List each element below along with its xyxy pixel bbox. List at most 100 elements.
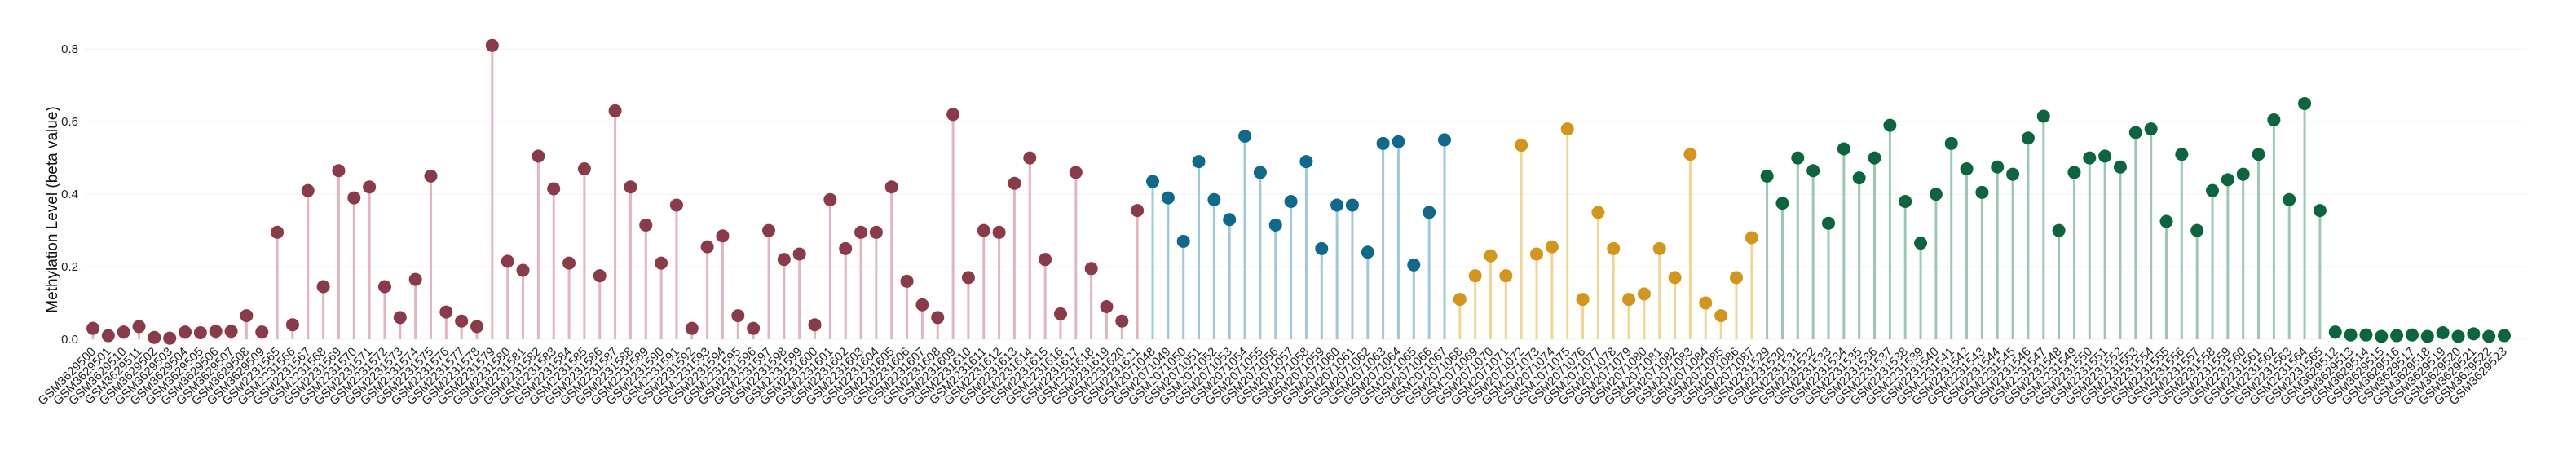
data-point (1345, 198, 1359, 212)
data-point (1023, 151, 1037, 165)
data-point (961, 271, 975, 285)
data-point (1668, 271, 1682, 285)
data-point (1914, 236, 1928, 250)
data-point (593, 269, 607, 283)
data-point (1084, 262, 1098, 276)
y-axis-title: Methylation Level (beta value) (44, 106, 61, 312)
data-point (224, 325, 238, 338)
data-point (132, 320, 146, 334)
data-point (316, 280, 330, 294)
data-point (562, 256, 576, 270)
data-point (2175, 148, 2189, 161)
data-point (363, 180, 377, 194)
data-point (2144, 122, 2158, 136)
data-point (1683, 148, 1697, 161)
data-point (1545, 240, 1559, 254)
data-point (977, 223, 990, 237)
data-point (547, 182, 561, 196)
data-point (532, 149, 545, 163)
data-point (393, 311, 407, 325)
data-point (117, 325, 130, 339)
data-point (2252, 148, 2265, 161)
data-point (1376, 136, 1390, 150)
data-point (1899, 195, 1912, 209)
data-point (2298, 96, 2312, 110)
data-point (408, 272, 422, 286)
data-point (1423, 206, 1436, 219)
x-axis-labels: GSM3629500GSM3629501GSM3629510GSM3629511… (35, 345, 2509, 408)
data-point (2267, 113, 2281, 126)
data-point (2006, 167, 2020, 181)
data-point (2405, 328, 2419, 342)
data-point (2067, 166, 2081, 179)
data-point (2159, 214, 2173, 228)
data-point (1053, 307, 1067, 320)
data-point (439, 305, 453, 319)
data-point (884, 180, 898, 194)
data-point (1760, 169, 1774, 183)
data-point (271, 225, 285, 239)
data-point (577, 161, 591, 175)
data-point (1453, 293, 1467, 307)
data-point (347, 191, 361, 205)
data-point (777, 253, 791, 267)
data-point (2052, 223, 2066, 237)
data-point (2098, 149, 2112, 163)
data-point (2420, 329, 2434, 343)
data-point (1392, 135, 1405, 148)
data-point (1437, 133, 1451, 147)
data-point (700, 240, 714, 254)
y-tick-label: 0.4 (61, 188, 78, 201)
data-point (1008, 176, 1021, 190)
data-point (639, 218, 653, 232)
data-point (608, 104, 622, 117)
data-point (163, 331, 177, 345)
data-point (808, 318, 822, 332)
data-point (823, 192, 837, 206)
data-point (1499, 269, 1513, 283)
data-point (1560, 122, 1574, 136)
data-point (193, 325, 207, 339)
data-point (2128, 126, 2142, 139)
data-point (1100, 299, 1114, 313)
data-point (148, 330, 161, 344)
data-point (2190, 223, 2204, 237)
data-point (424, 169, 438, 183)
data-point (1714, 309, 1728, 323)
data-point (1944, 136, 1958, 150)
data-point (240, 309, 254, 323)
data-point (2498, 329, 2511, 343)
data-point (1468, 269, 1482, 283)
data-point (716, 229, 730, 243)
data-point (1822, 216, 1836, 230)
data-point (1775, 197, 1789, 210)
data-point (792, 247, 806, 261)
data-point (1131, 204, 1145, 218)
data-point (285, 318, 299, 332)
data-point (1238, 129, 1252, 143)
data-point (485, 38, 499, 52)
data-point (1253, 166, 1267, 179)
data-point (1407, 258, 1421, 272)
data-point (685, 321, 699, 335)
data-point (900, 274, 914, 288)
data-point (1530, 247, 1544, 261)
data-point (669, 198, 683, 212)
data-point (931, 311, 945, 325)
data-point (946, 108, 960, 122)
data-point (2359, 328, 2373, 342)
data-point (1361, 245, 1374, 259)
data-point (1207, 192, 1221, 206)
data-point (1115, 314, 1129, 328)
data-point (1837, 142, 1850, 156)
data-point (624, 180, 637, 194)
data-point (2328, 325, 2342, 339)
data-point (992, 225, 1006, 239)
data-point (1868, 151, 1881, 165)
data-point (1176, 234, 1190, 248)
data-point (1591, 206, 1605, 219)
data-point (2036, 109, 2050, 123)
data-point (1883, 118, 1897, 132)
data-point (516, 263, 530, 277)
